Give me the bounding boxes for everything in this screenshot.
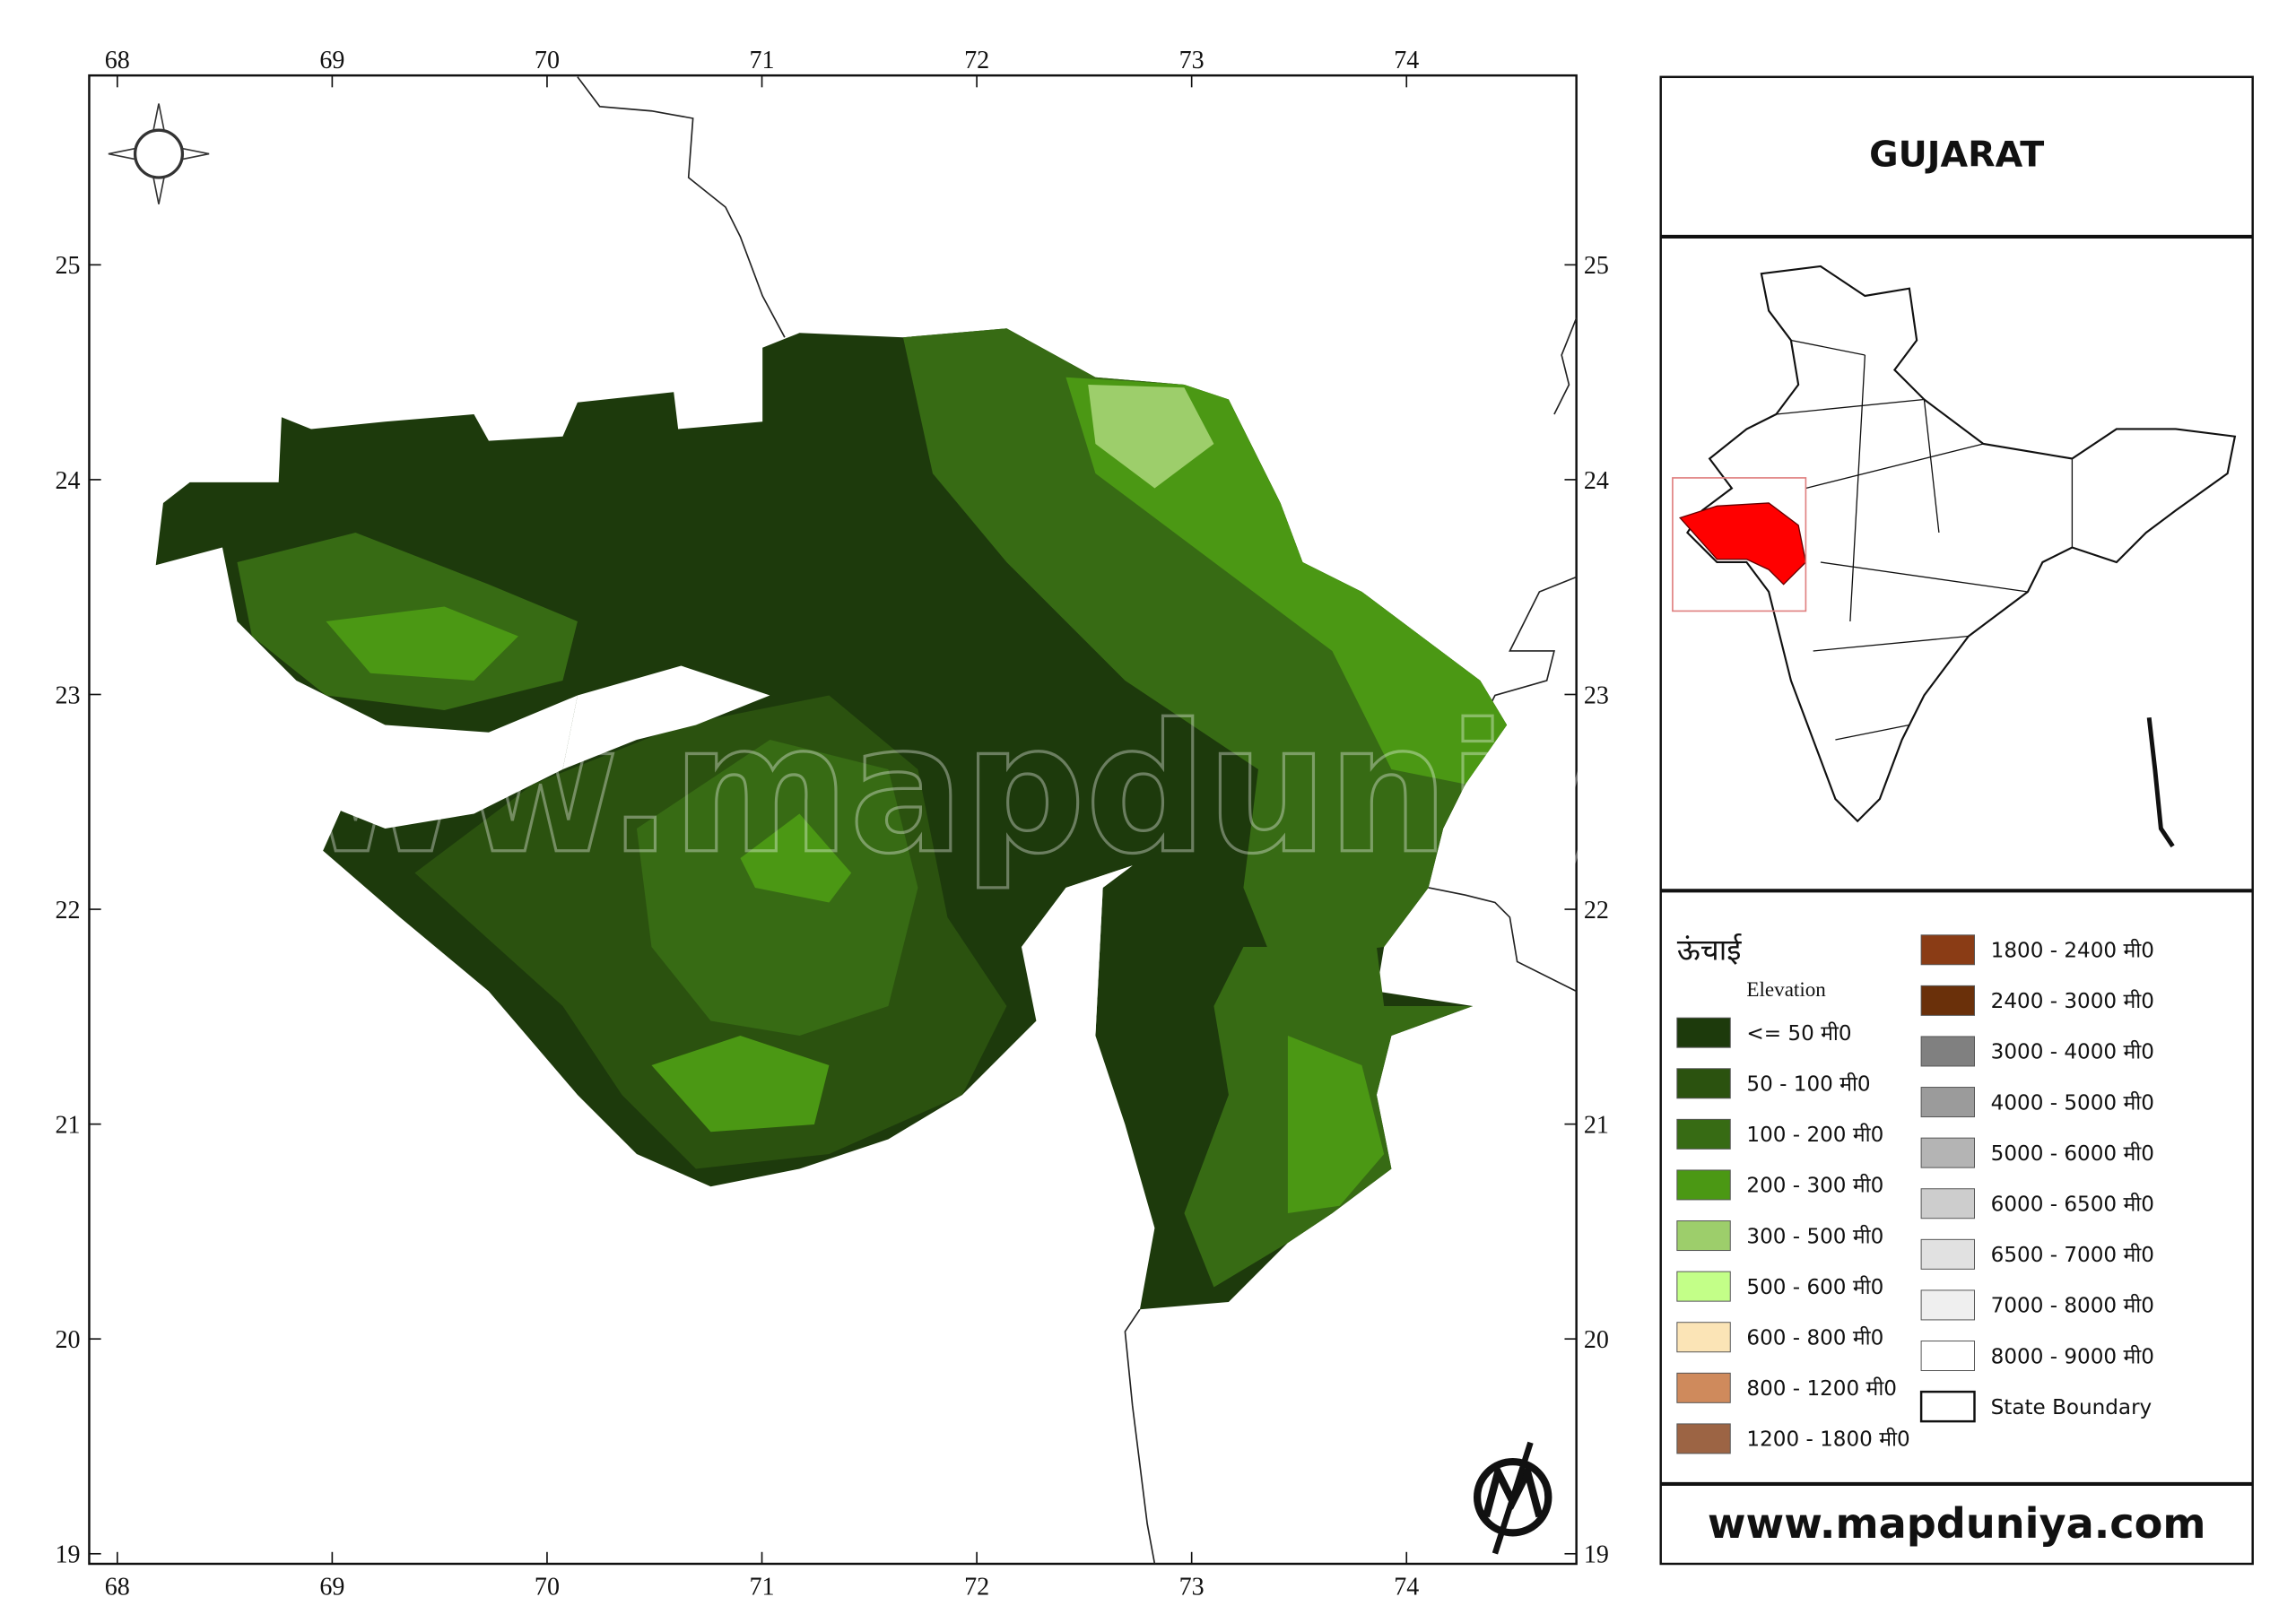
legend-swatch <box>1919 1390 1976 1423</box>
legend-label: 800 - 1200 मी0 <box>1746 1376 1897 1401</box>
gujarat-land <box>155 328 1508 1310</box>
lat-label-left: 25 <box>56 252 81 280</box>
legend-swatch <box>1920 934 1975 966</box>
legend-label: 1800 - 2400 मी0 <box>1991 939 2154 963</box>
boundary-line <box>1124 1308 1156 1565</box>
lon-label-bottom: 70 <box>535 1574 560 1601</box>
legend-swatch <box>1676 1372 1731 1403</box>
boundary-line <box>577 76 786 338</box>
lat-label-left: 24 <box>56 467 81 495</box>
legend-subtitle: Elevation <box>1746 977 1826 1001</box>
legend-label: 200 - 300 मी0 <box>1746 1174 1883 1198</box>
lon-label-bottom: 72 <box>964 1574 989 1601</box>
legend-label: 6000 - 6500 मी0 <box>1991 1192 2154 1216</box>
lat-label-right: 19 <box>1584 1541 1609 1569</box>
india-states <box>1776 339 2074 741</box>
boundary-line <box>1479 576 1577 725</box>
land-saurashtra-hills <box>740 813 852 903</box>
lon-label-top: 73 <box>1179 47 1205 74</box>
legend-swatch <box>1676 1169 1731 1201</box>
legend-swatch <box>1676 1017 1731 1048</box>
india-inset <box>1672 265 2237 848</box>
legend-label: 8000 - 9000 मी0 <box>1991 1344 2154 1368</box>
legend-label: 100 - 200 मी0 <box>1746 1123 1883 1147</box>
logo <box>1473 1441 1552 1555</box>
lat-label-left: 21 <box>56 1112 81 1140</box>
land-south-hills-high <box>1287 1035 1385 1213</box>
islands <box>2146 716 2175 848</box>
legend-label: 4000 - 5000 मी0 <box>1991 1090 2154 1115</box>
legend-swatch <box>1920 1188 1975 1219</box>
legend-label: <= 50 मी0 <box>1746 1021 1851 1046</box>
legend-label: 600 - 800 मी0 <box>1746 1325 1883 1350</box>
legend-swatch <box>1920 1137 1975 1168</box>
gulf-of-kutch <box>562 665 770 769</box>
land-hills <box>1065 377 1508 785</box>
legend-label: 50 - 100 मी0 <box>1746 1072 1870 1097</box>
legend-label: 6500 - 7000 मी0 <box>1991 1243 2154 1267</box>
lon-label-top: 68 <box>105 47 130 74</box>
legend-swatch <box>1676 1220 1731 1252</box>
legend-swatch <box>1676 1118 1731 1150</box>
legend-label: 2400 - 3000 मी0 <box>1991 989 2154 1013</box>
legend-label: 500 - 600 मी0 <box>1746 1275 1883 1299</box>
neighbour-boundaries <box>577 76 1578 1565</box>
legend-label: 1200 - 1800 मी0 <box>1746 1428 1909 1452</box>
legend-swatch <box>1920 985 1975 1016</box>
inset-box <box>1672 477 1807 612</box>
lon-label-top: 71 <box>750 47 775 74</box>
legend-swatch <box>1676 1322 1731 1353</box>
lat-label-left: 23 <box>56 681 81 709</box>
lat-label-right: 21 <box>1584 1112 1609 1140</box>
boundary-line <box>1553 317 1578 415</box>
lon-label-top: 74 <box>1394 47 1419 74</box>
lat-label-right: 24 <box>1584 467 1609 495</box>
lat-label-left: 19 <box>56 1541 81 1569</box>
legend-title: ऊंचाई <box>1677 932 1743 967</box>
legend-swatch <box>1920 1289 1975 1321</box>
graticule-ticks: 68 68 69 69 70 70 71 71 72 72 73 73 74 74 19 19 20 20 21 21… <box>56 47 1609 1601</box>
legend-swatch <box>1676 1271 1731 1302</box>
legend-label: 300 - 500 मी0 <box>1746 1224 1883 1248</box>
lat-label-right: 25 <box>1584 252 1609 280</box>
legend-label: State Boundary <box>1991 1396 2152 1419</box>
lat-label-left: 22 <box>56 897 81 924</box>
legend-swatch <box>1676 1423 1731 1454</box>
lat-label-left: 20 <box>56 1326 81 1354</box>
lon-label-bottom: 74 <box>1394 1574 1419 1601</box>
legend: <= 50 मी0 50 - 100 मी0 100 - 200 मी0 200 - … <box>1676 934 2154 1454</box>
boundary-line <box>1428 887 1578 993</box>
gulf-of-khambhat <box>1036 865 1133 1036</box>
compass <box>108 103 210 204</box>
lon-label-top: 70 <box>535 47 560 74</box>
land-kutch-hills <box>326 606 518 681</box>
lon-label-bottom: 73 <box>1179 1574 1205 1601</box>
lat-label-right: 23 <box>1584 681 1609 709</box>
lon-label-bottom: 69 <box>319 1574 344 1601</box>
legend-swatch <box>1920 1341 1975 1372</box>
lat-label-right: 22 <box>1584 897 1609 924</box>
legend-swatch <box>1676 1068 1731 1099</box>
land-upland <box>902 328 1508 962</box>
lon-label-top: 72 <box>964 47 989 74</box>
land-hills-high <box>1088 384 1214 489</box>
legend-swatch <box>1920 1036 1975 1067</box>
lon-label-top: 69 <box>319 47 344 74</box>
website: www.mapduniya.com <box>1708 1499 2206 1548</box>
lon-label-bottom: 68 <box>105 1574 130 1601</box>
legend-label: 5000 - 6000 मी0 <box>1991 1141 2154 1166</box>
lat-label-right: 20 <box>1584 1326 1609 1354</box>
lon-label-bottom: 71 <box>750 1574 775 1601</box>
land-girnar <box>651 1035 830 1133</box>
legend-label: 7000 - 8000 मी0 <box>1991 1294 2154 1318</box>
legend-swatch <box>1920 1238 1975 1270</box>
legend-label: 3000 - 4000 मी0 <box>1991 1040 2154 1064</box>
gujarat-highlight <box>1678 502 1807 586</box>
legend-swatch <box>1920 1087 1975 1118</box>
map-title: GUJARAT <box>1869 134 2044 175</box>
